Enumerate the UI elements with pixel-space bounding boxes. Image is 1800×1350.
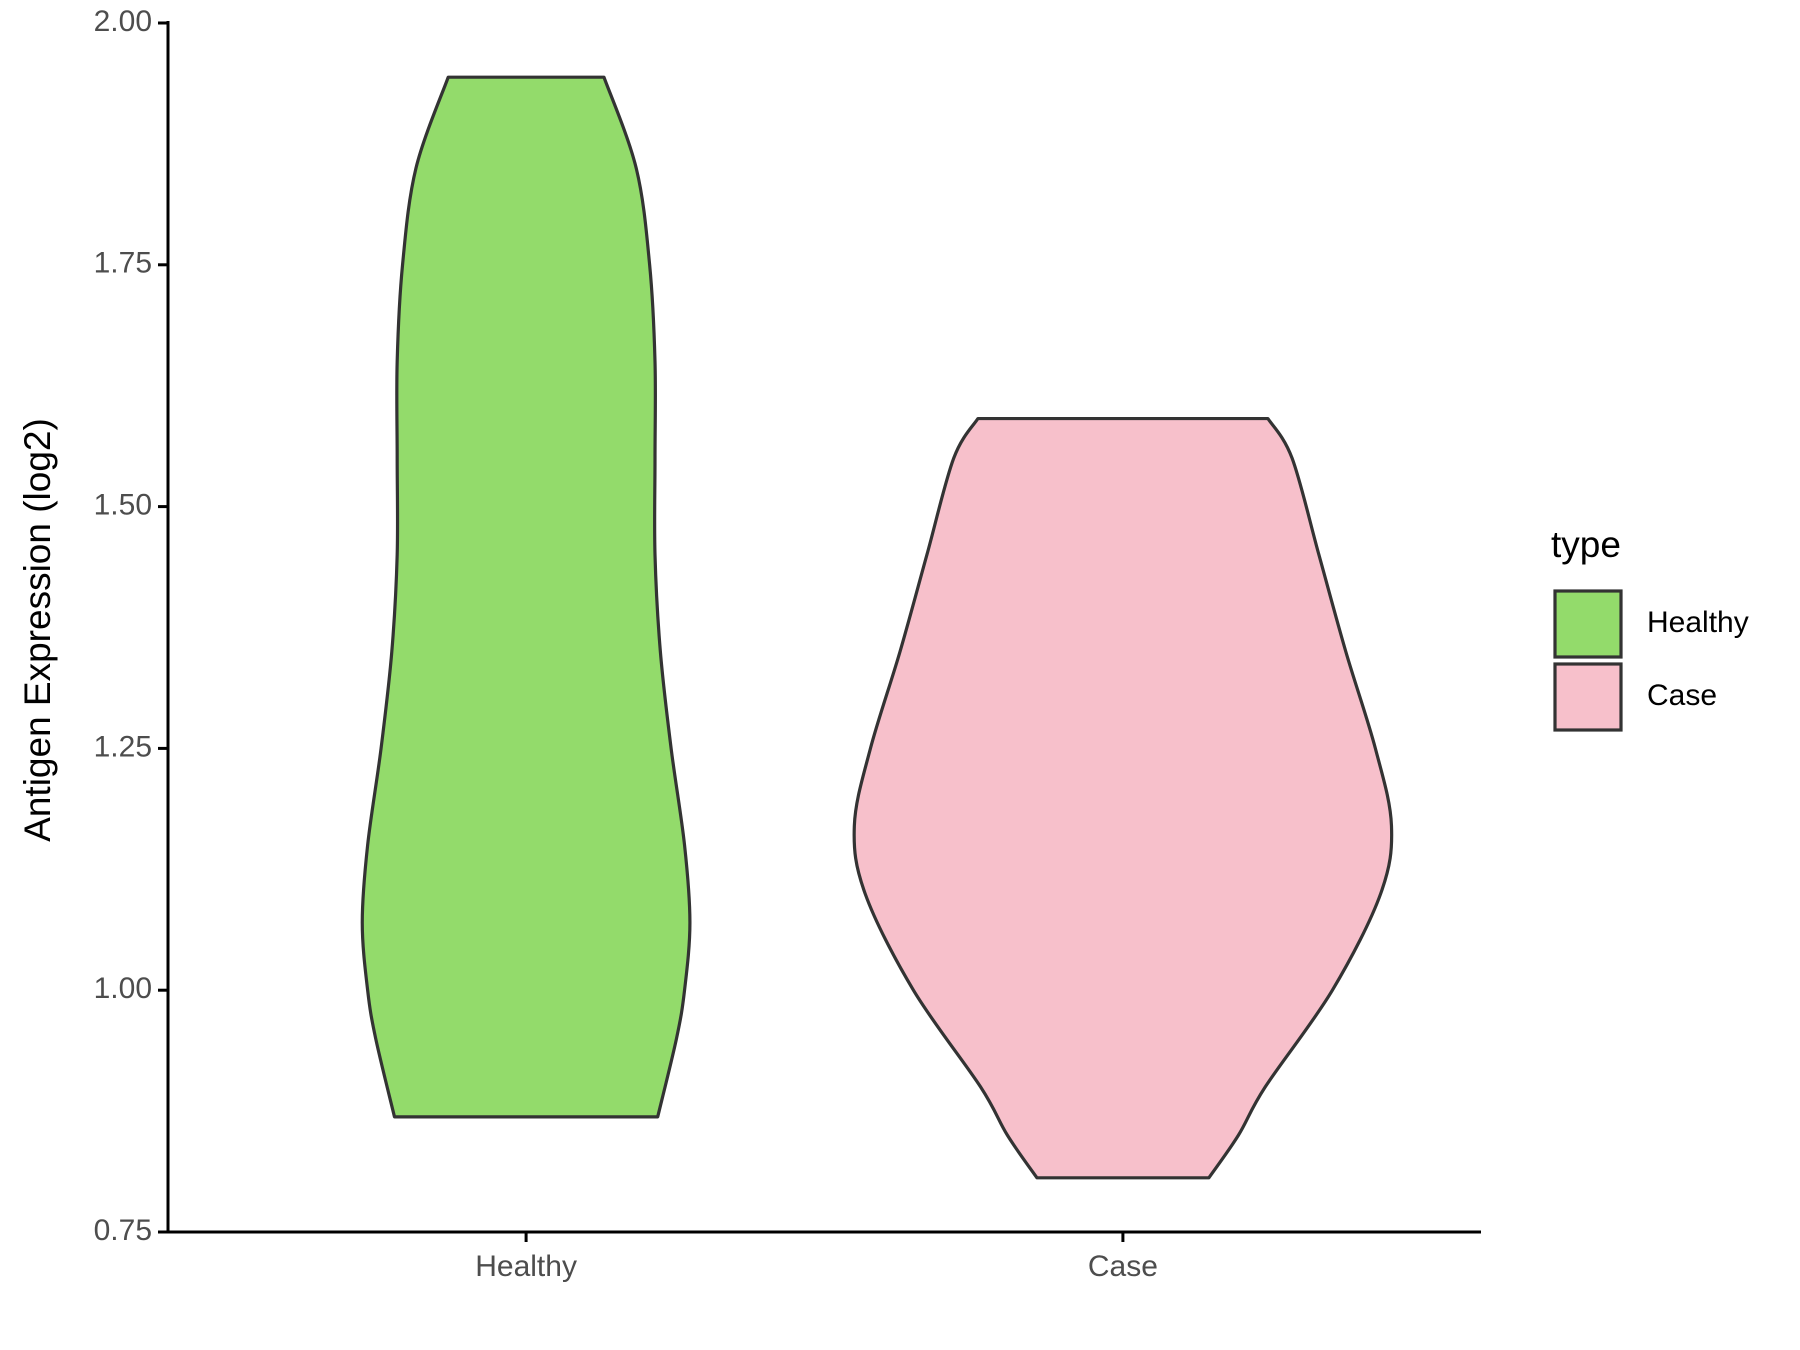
legend-label: Healthy (1647, 606, 1749, 639)
y-tick-label: 1.75 (94, 247, 152, 280)
x-tick-label: Healthy (475, 1250, 577, 1283)
y-tick-label: 0.75 (94, 1214, 152, 1247)
legend-key (1553, 662, 1623, 732)
legend-title: type (1551, 524, 1621, 565)
y-tick-label: 1.00 (94, 972, 152, 1005)
violin (852, 416, 1394, 1180)
legend-label: Case (1647, 679, 1717, 712)
y-tick-label: 2.00 (94, 5, 152, 38)
y-axis-label: Antigen Expression (log2) (17, 418, 58, 842)
legend-key (1553, 589, 1623, 659)
y-tick-label: 1.25 (94, 730, 152, 763)
violin (360, 75, 692, 1119)
x-tick-label: Case (1088, 1250, 1158, 1283)
y-tick-label: 1.50 (94, 489, 152, 522)
